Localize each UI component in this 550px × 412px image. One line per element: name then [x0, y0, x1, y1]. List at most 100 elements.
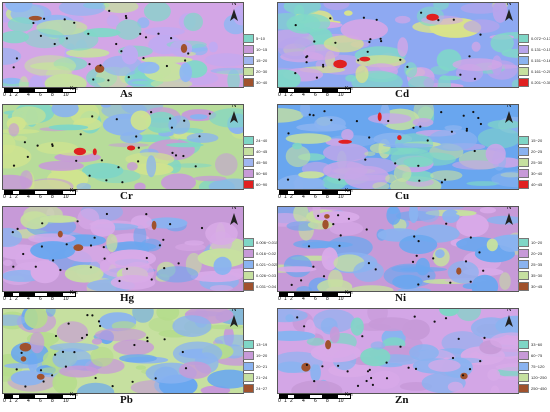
- concentration-zone: [283, 3, 321, 15]
- sample-point: [362, 16, 365, 19]
- sample-point: [75, 159, 78, 162]
- legend-entry: 120~250: [518, 373, 550, 382]
- concentration-zone: [487, 368, 501, 381]
- sample-point: [440, 111, 443, 114]
- sample-point: [194, 165, 197, 168]
- sample-point: [76, 220, 79, 223]
- legend-entry: 0.016~0.02: [243, 249, 276, 258]
- concentration-zone: [353, 260, 384, 282]
- concentration-zone: [444, 125, 463, 131]
- concentration-zone: [307, 220, 333, 230]
- legend-entry: 13~19: [243, 340, 275, 349]
- scale-tick-label: 8: [51, 92, 54, 98]
- concentration-zone: [29, 331, 45, 354]
- sample-point: [105, 212, 108, 216]
- concentration-zone: [456, 211, 476, 216]
- scale-tick-label: 2: [290, 194, 293, 200]
- sample-point: [146, 340, 149, 343]
- scale-segment: [48, 394, 62, 399]
- sample-point: [305, 363, 308, 366]
- concentration-zone: [278, 108, 304, 123]
- scale-tick-label: 4: [302, 296, 305, 302]
- sample-point: [108, 9, 111, 12]
- concentration-zone: [495, 363, 518, 372]
- north-arrow-icon: N: [502, 3, 516, 23]
- scale-segment: [20, 394, 34, 399]
- concentration-zone: [3, 30, 29, 44]
- legend-label: 60~90: [256, 182, 268, 187]
- legend-label: 60~75: [531, 353, 543, 358]
- sample-point: [322, 63, 325, 66]
- legend-entry: 250~450: [518, 384, 550, 393]
- concentration-zone: [106, 14, 120, 27]
- scale-tick-label: 8: [51, 296, 54, 302]
- concentration-zone: [350, 285, 394, 291]
- concentration-zone: [423, 77, 439, 87]
- scale-unit-label: Km: [70, 188, 78, 194]
- scale-segment: [62, 88, 76, 93]
- sample-point: [67, 322, 70, 325]
- scale-bar: 0 1 2 4 6 8 10 Km: [278, 188, 363, 204]
- element-label: Cd: [395, 88, 410, 100]
- sample-point: [469, 236, 472, 239]
- scale-tick-label: 0: [3, 296, 6, 302]
- scale-segment: [323, 190, 337, 195]
- sample-point: [115, 42, 118, 46]
- legend-label: 24~27: [256, 386, 268, 391]
- legend-swatch: [243, 260, 254, 269]
- concentration-zone: [370, 341, 386, 350]
- scale-tick-label: 1: [284, 194, 287, 200]
- hotspot-zone: [333, 59, 347, 69]
- legend-label: 120~250: [531, 375, 547, 380]
- sample-point: [12, 66, 15, 69]
- scale-tick-label: 8: [326, 194, 329, 200]
- scale-segment: [34, 394, 48, 399]
- sample-point: [449, 281, 452, 284]
- legend-entry: 24~40: [243, 136, 275, 145]
- sample-point: [371, 383, 374, 386]
- scale-segment: [48, 88, 62, 93]
- concentration-zone: [146, 155, 157, 178]
- scale-tick-label: 2: [15, 92, 18, 98]
- legend-entry: 25~35: [518, 260, 550, 269]
- concentration-zone: [161, 173, 196, 189]
- north-label: N: [507, 2, 512, 7]
- concentration-zone: [345, 74, 357, 82]
- concentration-zone: [94, 328, 147, 342]
- concentration-zone: [76, 382, 115, 393]
- scale-tick-label: 8: [326, 92, 329, 98]
- distribution-map: N: [277, 2, 519, 88]
- sample-point: [20, 351, 23, 354]
- sample-point: [482, 269, 485, 272]
- distribution-map: N: [2, 104, 244, 190]
- concentration-zone: [286, 14, 321, 34]
- scale-tick-label: 4: [302, 194, 305, 200]
- legend-swatch: [518, 78, 529, 87]
- sample-point: [294, 24, 297, 27]
- legend-entry: 15~20: [243, 56, 275, 65]
- concentration-zone: [209, 285, 233, 291]
- sample-point: [457, 337, 460, 340]
- concentration-zone: [140, 238, 162, 252]
- north-arrow-icon: N: [227, 207, 241, 227]
- concentration-zone: [487, 120, 518, 129]
- sample-point: [462, 114, 465, 117]
- legend-label: 75~120: [531, 364, 545, 369]
- concentration-zone: [115, 19, 142, 40]
- scale-segment: [34, 88, 48, 93]
- hotspot-zone: [36, 373, 45, 380]
- scale-tick-label: 8: [326, 296, 329, 302]
- legend-swatch: [243, 147, 254, 156]
- concentration-zone: [28, 75, 44, 87]
- legend-swatch: [243, 136, 254, 145]
- concentration-zone: [463, 19, 500, 33]
- hotspot-zone: [397, 135, 402, 141]
- scale-tick-label: 0: [278, 296, 281, 302]
- scale-tick-label: 1: [9, 398, 12, 404]
- sample-point: [368, 368, 371, 371]
- sample-point: [287, 132, 290, 135]
- concentration-zone: [25, 179, 71, 189]
- concentration-zone: [486, 238, 498, 252]
- sample-point: [174, 154, 178, 157]
